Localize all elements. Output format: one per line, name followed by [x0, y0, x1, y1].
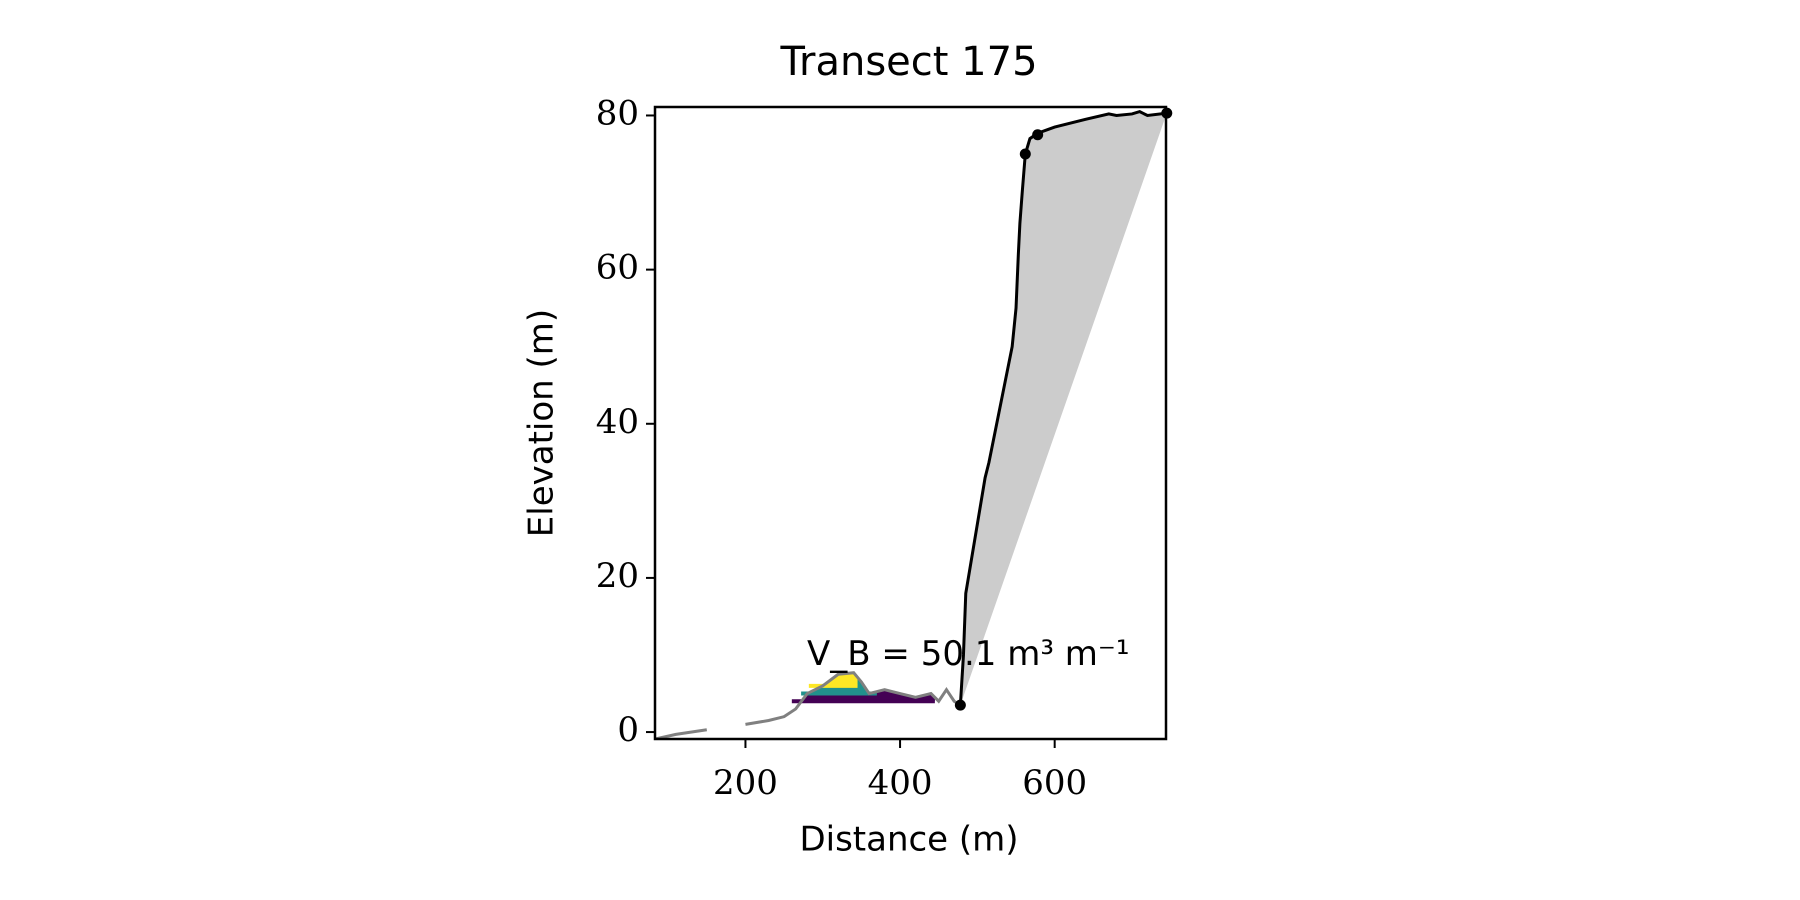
point	[1019, 148, 1031, 160]
y-tick-label: 0	[617, 710, 639, 750]
annotation: V_B = 50.1 m³ m⁻¹	[807, 634, 1129, 674]
x-tick-label: 200	[713, 763, 778, 803]
y-tick-label: 80	[596, 93, 639, 133]
band-fill	[808, 672, 858, 686]
band-fill	[791, 672, 935, 702]
chart-title: Transect 175	[779, 39, 1037, 85]
y-tick-label: 60	[596, 248, 639, 288]
point	[1032, 129, 1044, 141]
shaded-area	[960, 111, 1166, 706]
y-tick-label: 20	[596, 556, 639, 596]
x-axis-label: Distance (m)	[799, 820, 1018, 860]
x-tick-label: 400	[868, 763, 933, 803]
profile-line	[958, 110, 1166, 706]
band-fill	[801, 672, 877, 694]
point	[954, 699, 966, 711]
y-tick-label: 40	[596, 402, 639, 442]
gray-profile-line	[655, 728, 708, 739]
y-axis-label: Elevation (m)	[522, 309, 562, 537]
x-tick-label: 600	[1022, 763, 1087, 803]
point	[1161, 107, 1173, 119]
gray-profile-line	[745, 671, 962, 726]
